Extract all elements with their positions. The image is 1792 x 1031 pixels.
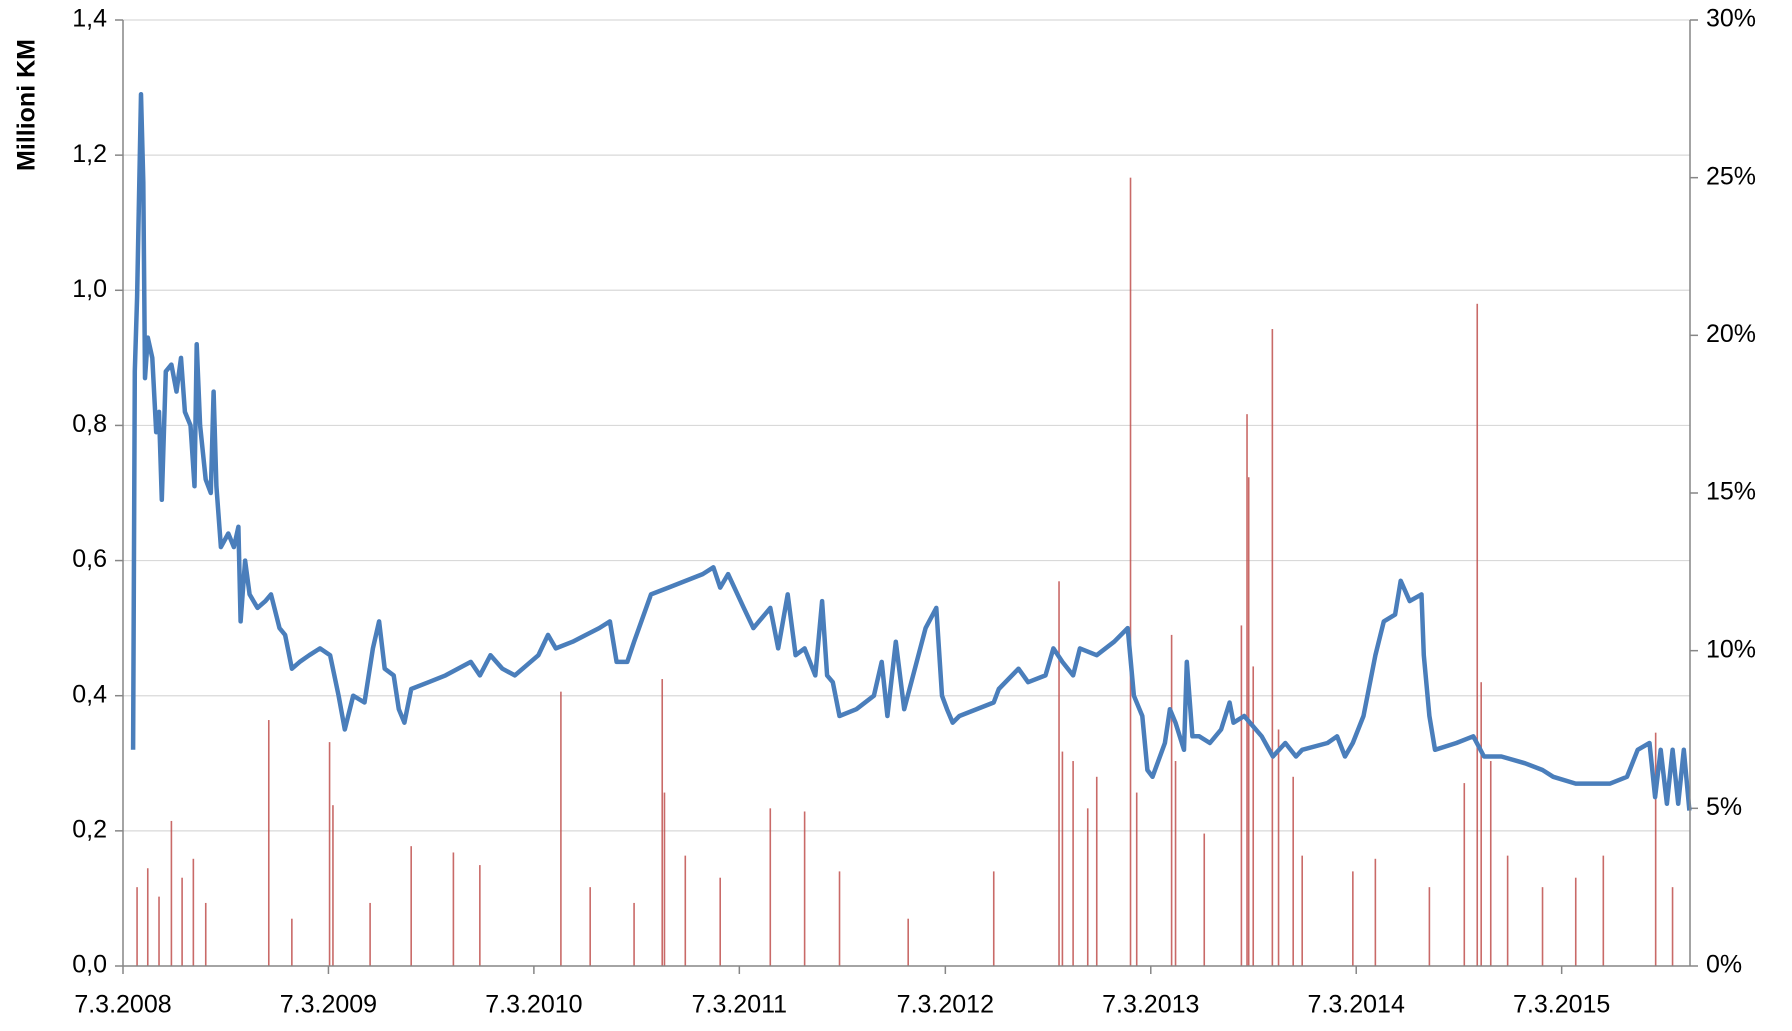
bar <box>663 792 666 966</box>
bar <box>992 871 995 966</box>
bar <box>192 858 195 966</box>
bar <box>1463 783 1466 966</box>
bar <box>661 679 664 966</box>
bar <box>1271 329 1274 966</box>
bar <box>1541 887 1544 966</box>
bar <box>1277 729 1280 966</box>
bar <box>181 877 183 966</box>
y2-tick-label: 15% <box>1706 478 1756 506</box>
bar <box>1428 887 1431 966</box>
bar <box>1292 776 1294 966</box>
x-tick-label: 7.3.2008 <box>74 991 171 1019</box>
x-tick-label: 7.3.2012 <box>897 991 994 1019</box>
y-tick-label: 1,0 <box>72 275 107 303</box>
bar <box>1246 414 1248 967</box>
bar <box>1574 877 1577 966</box>
bar <box>1352 871 1354 966</box>
bar <box>769 808 772 966</box>
bar <box>589 887 591 966</box>
bar <box>1654 732 1657 966</box>
y-tick-label: 0,0 <box>72 951 107 979</box>
x-tick-label: 7.3.2013 <box>1102 991 1199 1019</box>
bar <box>633 902 635 966</box>
bar <box>1671 887 1674 966</box>
bar <box>1374 858 1377 966</box>
y-tick-label: 1,2 <box>72 140 107 168</box>
y-tick-label: 0,8 <box>72 410 107 438</box>
bar <box>1489 761 1492 966</box>
bar <box>267 720 270 966</box>
bar <box>1061 751 1064 966</box>
bar <box>1480 682 1482 966</box>
x-tick-label: 7.3.2009 <box>280 991 377 1019</box>
y-tick-label: 0,4 <box>72 680 107 708</box>
bar <box>146 868 149 966</box>
bar <box>1506 855 1509 966</box>
y2-tick-label: 25% <box>1706 162 1756 190</box>
bar <box>1170 634 1173 966</box>
y-tick-label: 1,4 <box>72 5 107 33</box>
bar <box>328 742 331 966</box>
bar <box>1135 792 1138 966</box>
y2-tick-label: 0% <box>1706 951 1742 979</box>
x-tick-label: 7.3.2015 <box>1513 991 1610 1019</box>
bar <box>1086 808 1089 966</box>
y-tick-label: 0,2 <box>72 815 107 843</box>
y-tick-label: 0,6 <box>72 545 107 573</box>
bar <box>684 855 687 966</box>
bar <box>369 902 371 966</box>
bar <box>332 805 334 966</box>
bar <box>1240 625 1243 966</box>
bar <box>1174 761 1177 966</box>
bar <box>479 865 481 966</box>
bar <box>907 918 909 966</box>
bar <box>410 846 412 966</box>
bar <box>803 811 806 966</box>
bar <box>719 877 721 966</box>
bar <box>560 691 562 966</box>
y2-tick-label: 30% <box>1706 5 1756 33</box>
bar <box>1129 177 1132 966</box>
y2-tick-label: 5% <box>1706 793 1742 821</box>
bar <box>170 820 173 966</box>
x-tick-label: 7.3.2010 <box>485 991 582 1019</box>
bar <box>838 871 841 966</box>
bar <box>1252 666 1255 966</box>
x-tick-label: 7.3.2011 <box>692 991 787 1019</box>
bar <box>1203 833 1206 966</box>
line <box>130 92 1692 811</box>
y-axis-label: Millioni KM <box>13 39 41 171</box>
x-tick-label: 7.3.2014 <box>1308 991 1405 1019</box>
bar <box>1301 855 1303 966</box>
bar <box>291 918 293 966</box>
bar <box>1058 581 1060 966</box>
bar <box>452 852 455 966</box>
y2-tick-label: 10% <box>1706 635 1756 663</box>
bar <box>158 896 160 966</box>
bar <box>1072 761 1074 966</box>
bar <box>1602 855 1605 966</box>
y2-tick-label: 20% <box>1706 320 1756 348</box>
bar <box>204 902 207 966</box>
bar <box>1095 776 1098 966</box>
bar <box>136 887 138 966</box>
bar <box>1476 303 1479 966</box>
